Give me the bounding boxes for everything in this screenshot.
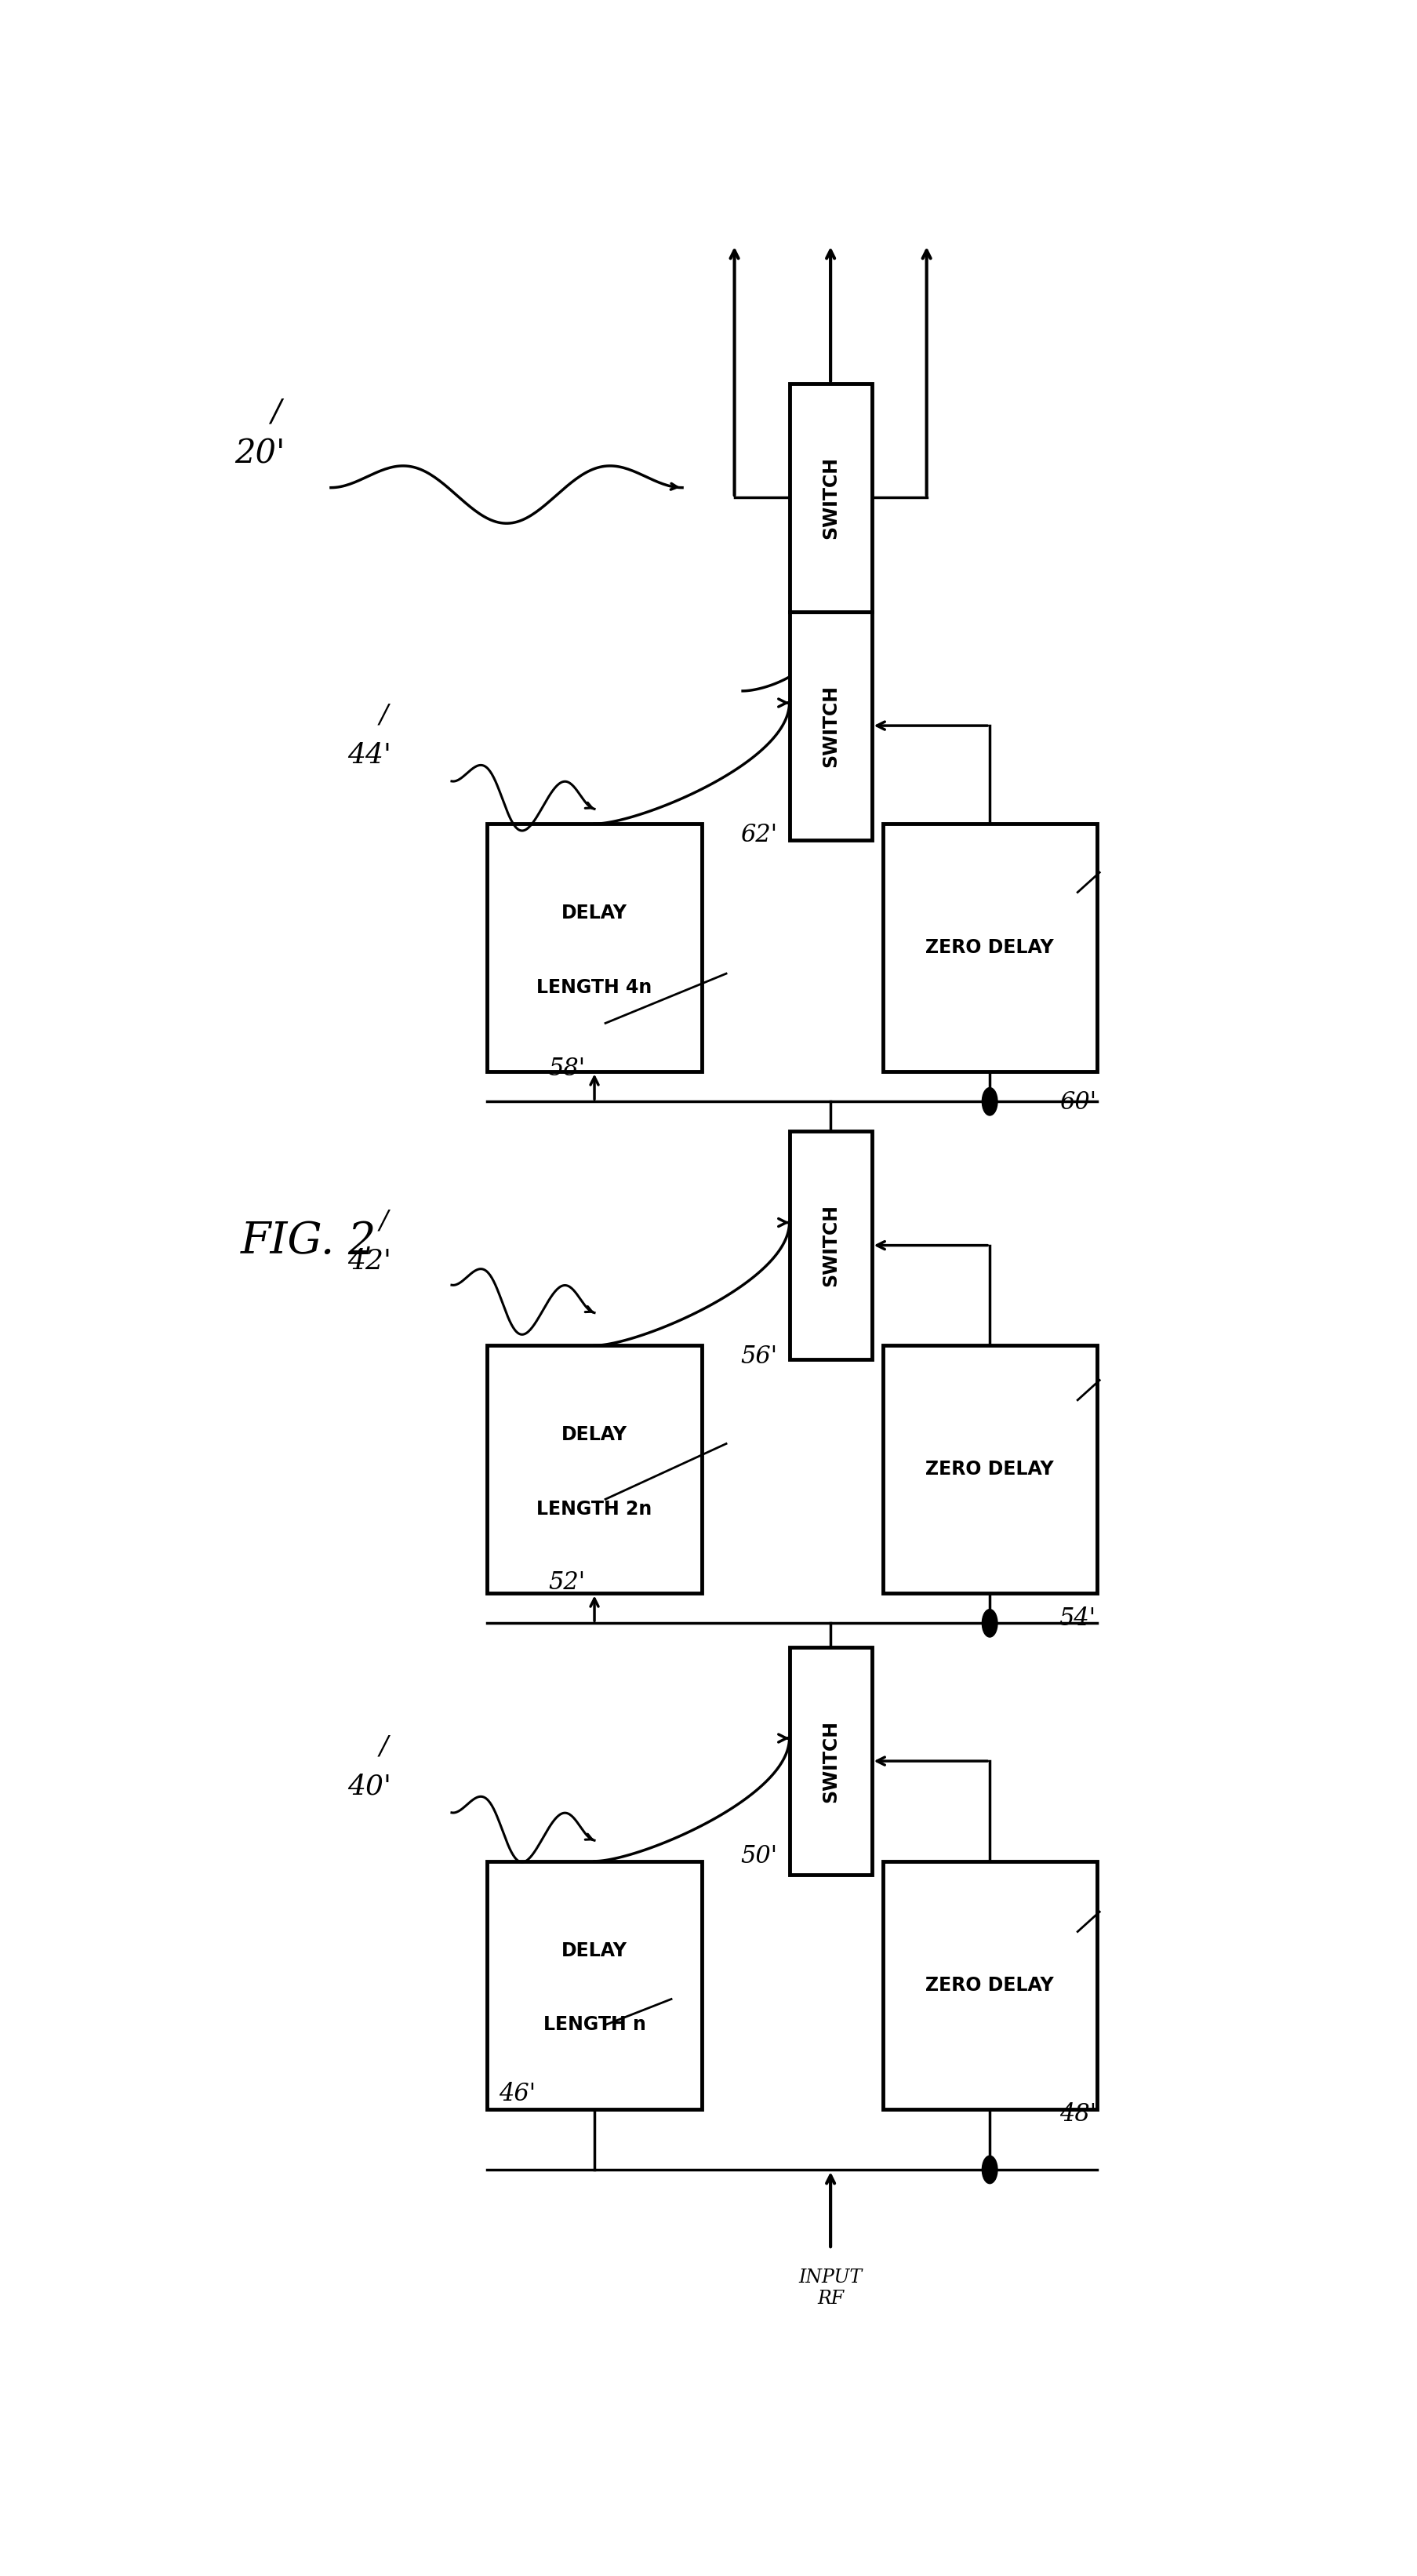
Text: 48': 48' xyxy=(1058,2102,1097,2125)
Text: LENGTH 4n: LENGTH 4n xyxy=(537,979,652,997)
FancyBboxPatch shape xyxy=(883,1345,1097,1595)
Text: 46': 46' xyxy=(499,2081,536,2107)
Text: /: / xyxy=(380,703,388,729)
FancyBboxPatch shape xyxy=(883,1862,1097,2110)
Text: SWITCH: SWITCH xyxy=(820,1721,840,1803)
Circle shape xyxy=(982,1610,998,1638)
Text: 60': 60' xyxy=(1058,1090,1097,1115)
Text: 20': 20' xyxy=(234,438,285,471)
Text: 56': 56' xyxy=(741,1345,778,1368)
FancyBboxPatch shape xyxy=(789,384,871,611)
Text: SWITCH: SWITCH xyxy=(820,685,840,768)
Text: FIG. 2: FIG. 2 xyxy=(241,1221,377,1262)
FancyBboxPatch shape xyxy=(487,1345,701,1595)
Circle shape xyxy=(982,2156,998,2184)
FancyBboxPatch shape xyxy=(883,824,1097,1072)
Text: /: / xyxy=(380,1734,388,1759)
Text: 50': 50' xyxy=(741,1844,778,1868)
Text: /: / xyxy=(380,1208,388,1234)
Text: ZERO DELAY: ZERO DELAY xyxy=(925,938,1054,958)
Text: 44': 44' xyxy=(347,742,391,768)
Text: SWITCH: SWITCH xyxy=(820,1203,840,1285)
Text: ZERO DELAY: ZERO DELAY xyxy=(925,1461,1054,1479)
FancyBboxPatch shape xyxy=(789,611,871,840)
Text: SWITCH: SWITCH xyxy=(820,456,840,538)
Text: 54': 54' xyxy=(1058,1605,1097,1631)
Circle shape xyxy=(982,1087,998,1115)
Text: INPUT
RF: INPUT RF xyxy=(799,2269,863,2308)
Text: 52': 52' xyxy=(548,1571,585,1595)
FancyBboxPatch shape xyxy=(487,824,701,1072)
Text: LENGTH n: LENGTH n xyxy=(543,2014,646,2035)
Text: ZERO DELAY: ZERO DELAY xyxy=(925,1976,1054,1994)
Text: 58': 58' xyxy=(548,1056,585,1082)
Text: 42': 42' xyxy=(347,1247,391,1275)
Text: DELAY: DELAY xyxy=(561,1942,628,1960)
FancyBboxPatch shape xyxy=(789,1131,871,1360)
Text: 40': 40' xyxy=(347,1772,391,1801)
Text: LENGTH 2n: LENGTH 2n xyxy=(537,1499,652,1520)
Text: DELAY: DELAY xyxy=(561,1425,628,1445)
FancyBboxPatch shape xyxy=(487,1862,701,2110)
Text: /: / xyxy=(271,397,281,428)
FancyBboxPatch shape xyxy=(789,1646,871,1875)
Text: 62': 62' xyxy=(741,822,778,848)
Text: DELAY: DELAY xyxy=(561,904,628,922)
